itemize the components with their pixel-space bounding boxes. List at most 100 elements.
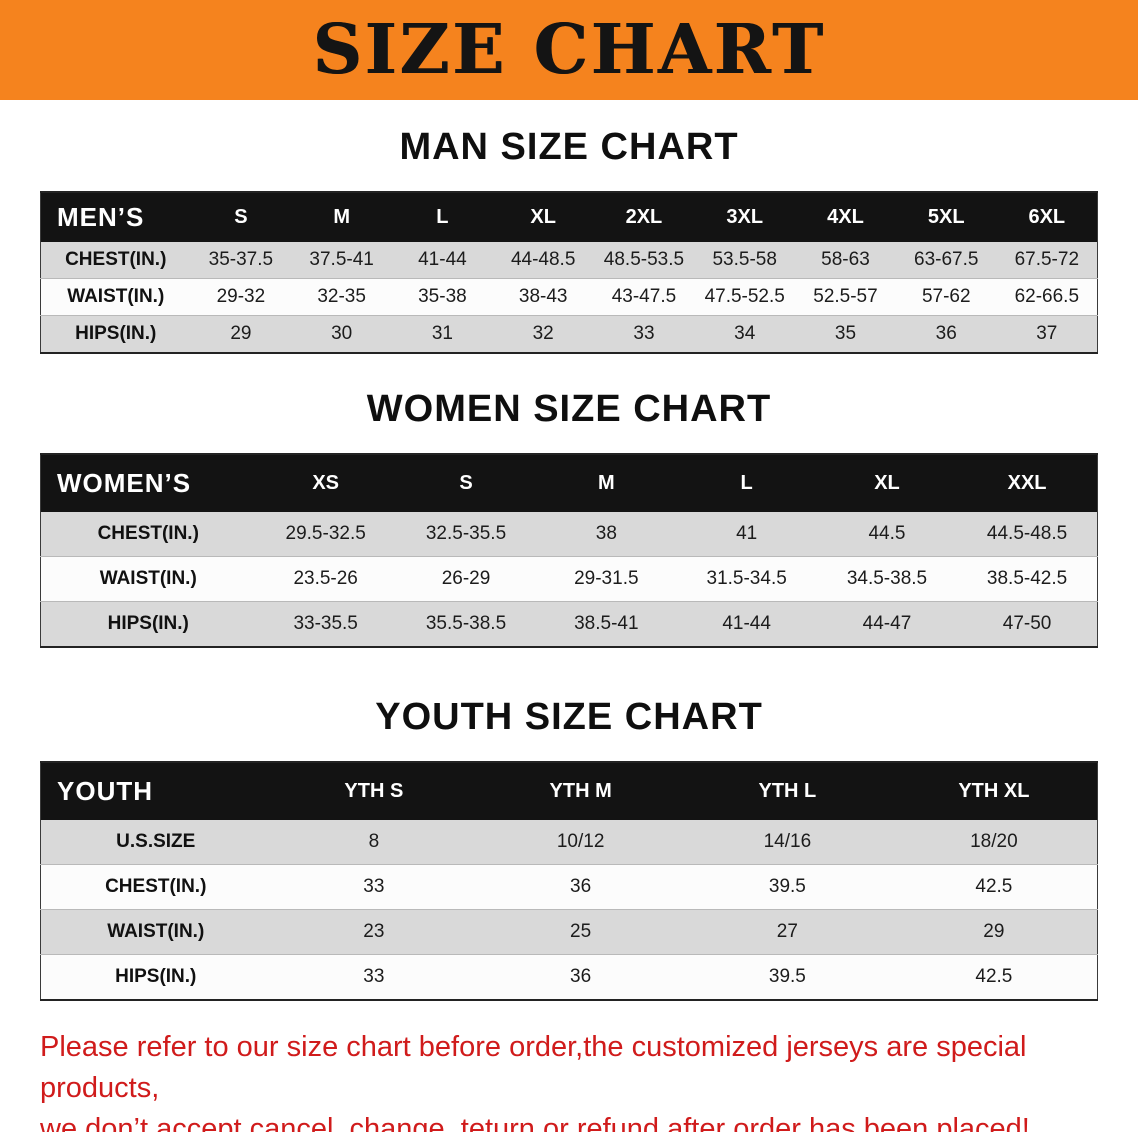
women-size-table: WOMEN’S XS S M L XL XXL CHEST(IN.) 29.5-32.5 32.5…	[40, 453, 1098, 648]
size-value-cell: 52.5-57	[795, 278, 896, 316]
table-header-row: MEN’S S M L XL 2XL 3XL 4XL 5XL 6XL	[40, 192, 1098, 242]
size-value-cell: 38-43	[492, 278, 594, 316]
size-value-cell: 29-31.5	[536, 556, 677, 602]
size-value-cell: 30	[331, 323, 353, 344]
size-value-cell: 48.5-53.5	[593, 242, 695, 279]
size-column-header: S	[190, 192, 292, 242]
size-column-header: YTH M	[477, 762, 684, 820]
size-column-header: 3XL	[694, 192, 796, 242]
size-value-cell: 36	[570, 966, 592, 987]
size-value-cell: 32.5-35.5	[395, 512, 537, 557]
size-value-cell: 33	[633, 323, 655, 344]
size-value-cell: 31	[431, 323, 453, 344]
size-value-cell: 27	[684, 909, 891, 955]
size-column-header: XS	[255, 454, 396, 512]
size-column-header: YTH XL	[890, 762, 1098, 820]
size-column-header: YTH L	[684, 762, 891, 820]
size-value-cell: 10/12	[477, 820, 684, 865]
size-column-header: M	[536, 454, 677, 512]
youth-size-section: YOUTH SIZE CHART YOUTH YTH S YTH M YTH L YTH…	[0, 696, 1138, 1001]
youth-size-table: YOUTH YTH S YTH M YTH L YTH XL U.S.SIZE 8 10/12…	[40, 761, 1098, 1001]
size-column-header: YTH S	[270, 762, 478, 820]
size-column-header: XL	[816, 454, 958, 512]
size-column-header: XXL	[957, 454, 1098, 512]
size-value-cell: 38	[536, 512, 677, 557]
measurement-label: HIPS(IN.)	[107, 613, 189, 634]
size-column-header: XL	[492, 192, 594, 242]
size-value-cell: 31.5-34.5	[676, 556, 817, 602]
size-value-cell: 62-66.5	[996, 278, 1098, 316]
size-value-cell: 42.5	[975, 966, 1013, 987]
size-value-cell: 39.5	[684, 864, 891, 910]
disclaimer-line-1: Please refer to our size chart before or…	[40, 1031, 1027, 1105]
women-section-heading: WOMEN SIZE CHART	[366, 388, 772, 430]
size-value-cell: 35-38	[392, 278, 493, 316]
size-value-cell: 47.5-52.5	[694, 278, 796, 316]
table-row: HIPS(IN.) 33-35.5 35.5-38.5 38.5-41 41-44 44-…	[40, 601, 1098, 647]
size-value-cell: 35	[834, 323, 857, 344]
size-value-cell: 44.5-48.5	[957, 512, 1098, 557]
size-value-cell: 14/16	[684, 820, 891, 865]
size-value-cell: 33	[270, 864, 478, 910]
size-value-cell: 23.5-26	[255, 556, 396, 602]
size-value-cell: 32-35	[291, 278, 393, 316]
men-size-table: MEN’S S M L XL 2XL 3XL 4XL 5XL 6XL CHEST(IN.) 35-37…	[40, 191, 1098, 354]
size-value-cell: 29.5-32.5	[255, 512, 396, 557]
size-value-cell: 8	[270, 820, 478, 865]
table-row: CHEST(IN.) 29.5-32.5 32.5-35.5 38 41 44.5 44.5…	[40, 512, 1098, 557]
size-column-header: 4XL	[795, 192, 896, 242]
size-value-cell: 58-63	[795, 242, 896, 279]
size-value-cell: 47-50	[1002, 613, 1052, 634]
size-value-cell: 38.5-42.5	[957, 556, 1098, 602]
size-value-cell: 25	[477, 909, 684, 955]
size-value-cell: 18/20	[890, 820, 1098, 865]
size-value-cell: 36	[935, 323, 957, 344]
size-value-cell: 57-62	[895, 278, 997, 316]
size-value-cell: 42.5	[890, 864, 1098, 910]
size-column-header: 2XL	[593, 192, 695, 242]
size-value-cell: 41	[676, 512, 817, 557]
table-title-cell: MEN’S	[40, 192, 191, 242]
measurement-label: U.S.SIZE	[40, 820, 271, 865]
size-value-cell: 53.5-58	[694, 242, 796, 279]
size-column-header: L	[392, 192, 493, 242]
men-section-heading: MAN SIZE CHART	[399, 126, 739, 168]
size-column-header: S	[395, 454, 537, 512]
size-value-cell: 23	[270, 909, 478, 955]
size-value-cell: 29-32	[190, 278, 292, 316]
measurement-label: HIPS(IN.)	[75, 323, 157, 344]
measurement-label: CHEST(IN.)	[40, 512, 256, 557]
table-row: WAIST(IN.) 23 25 27 29	[40, 909, 1098, 955]
size-value-cell: 39.5	[768, 966, 806, 987]
size-value-cell: 43-47.5	[593, 278, 695, 316]
size-value-cell: 41-44	[722, 613, 771, 634]
size-value-cell: 36	[477, 864, 684, 910]
size-value-cell: 44.5	[816, 512, 958, 557]
table-row: CHEST(IN.) 33 36 39.5 42.5	[40, 864, 1098, 910]
size-value-cell: 32	[532, 323, 554, 344]
size-value-cell: 67.5-72	[996, 242, 1098, 279]
size-value-cell: 41-44	[392, 242, 493, 279]
table-row: CHEST(IN.) 35-37.5 37.5-41 41-44 44-48.5 48.5…	[40, 242, 1098, 279]
size-value-cell: 34.5-38.5	[816, 556, 958, 602]
measurement-label: HIPS(IN.)	[115, 966, 197, 987]
size-value-cell: 33-35.5	[293, 613, 358, 634]
banner: SIZE CHART	[0, 0, 1138, 100]
table-row: HIPS(IN.) 33 36 39.5 42.5	[40, 954, 1098, 1000]
size-value-cell: 37.5-41	[291, 242, 393, 279]
measurement-label: CHEST(IN.)	[40, 864, 271, 910]
table-row: WAIST(IN.) 23.5-26 26-29 29-31.5 31.5-34.5 34…	[40, 556, 1098, 602]
size-value-cell: 29	[890, 909, 1098, 955]
table-title-cell: YOUTH	[40, 762, 271, 820]
measurement-label: WAIST(IN.)	[40, 909, 271, 955]
measurement-label: WAIST(IN.)	[40, 556, 256, 602]
size-value-cell: 33	[363, 966, 385, 987]
size-value-cell: 63-67.5	[895, 242, 997, 279]
table-title-cell: WOMEN’S	[40, 454, 256, 512]
size-column-header: 6XL	[996, 192, 1098, 242]
size-value-cell: 29	[230, 323, 252, 344]
women-size-section: WOMEN SIZE CHART WOMEN’S XS S M L XL XXL CHEST(…	[0, 388, 1138, 648]
size-column-header: L	[676, 454, 817, 512]
size-value-cell: 35-37.5	[190, 242, 292, 279]
